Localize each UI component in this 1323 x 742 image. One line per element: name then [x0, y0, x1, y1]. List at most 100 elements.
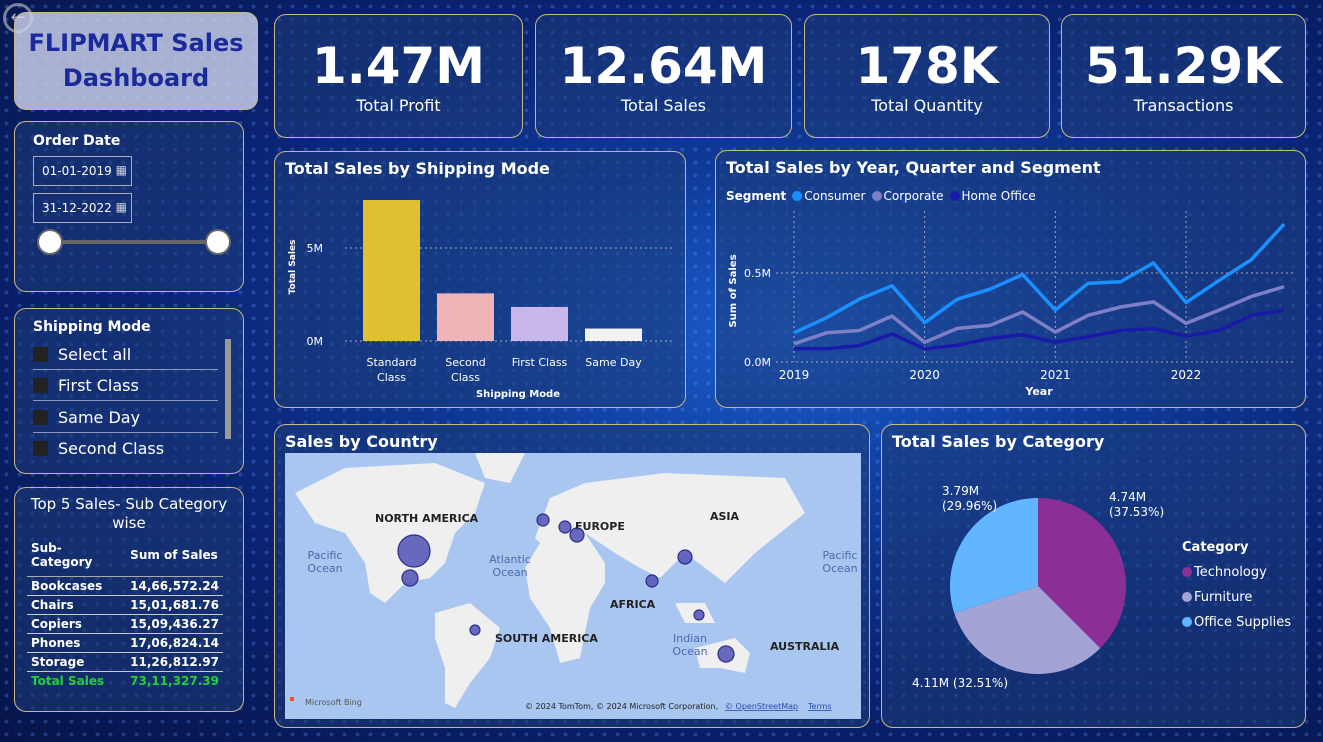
- ocean-label: Ocean: [492, 566, 527, 579]
- chart-legend: Segment Consumer Corporate Home Office: [726, 189, 1036, 203]
- legend-home-office[interactable]: Home Office: [949, 189, 1036, 203]
- x-tick-label: Class: [451, 371, 480, 384]
- option-select-all[interactable]: Select all: [33, 339, 218, 370]
- ocean-label: Atlantic: [489, 553, 531, 566]
- slider-end-handle[interactable]: [205, 229, 231, 255]
- ocean-label: Indian: [673, 632, 707, 645]
- slider-start-handle[interactable]: [37, 229, 63, 255]
- continent-label: SOUTH AMERICA: [495, 632, 598, 645]
- checkbox[interactable]: [33, 346, 48, 362]
- bar-same-day: [585, 328, 642, 341]
- pie-slice-technology[interactable]: [1038, 498, 1126, 649]
- kpi-value: 12.64M: [559, 36, 768, 95]
- legend-consumer[interactable]: Consumer: [792, 189, 866, 203]
- country-bubble[interactable]: [645, 574, 659, 588]
- country-bubble[interactable]: [693, 609, 705, 621]
- slicer-title: Shipping Mode: [33, 319, 151, 335]
- option-label: First Class: [58, 375, 139, 395]
- data-label-percent: (37.53%): [1109, 505, 1164, 519]
- table-row[interactable]: Bookcases 14,66,572.24: [27, 576, 223, 596]
- land-masses: [295, 453, 805, 708]
- x-tick-label: 2022: [1171, 368, 1202, 382]
- legend-corporate[interactable]: Corporate: [871, 189, 944, 203]
- dashboard-title: FLIPMART Sales Dashboard: [14, 12, 258, 110]
- line-corporate: [793, 285, 1285, 346]
- country-bubble[interactable]: [401, 569, 419, 587]
- total-row: Total Sales 73,11,327.39: [27, 671, 223, 690]
- country-bubble[interactable]: [536, 513, 550, 527]
- x-tick-label: 2020: [909, 368, 940, 382]
- pie-slice-office-supplies[interactable]: [950, 498, 1038, 614]
- checkbox[interactable]: [33, 377, 48, 393]
- pie-slice-furniture[interactable]: [954, 586, 1101, 674]
- calendar-icon[interactable]: ▦: [115, 200, 127, 214]
- option-second-class[interactable]: Second Class: [33, 433, 218, 464]
- subcategory-cell: Chairs: [27, 595, 127, 615]
- country-bubble[interactable]: [469, 624, 481, 636]
- start-date-input[interactable]: 01-01-2019 ▦: [33, 156, 132, 186]
- chart-title: Sales by Country: [285, 432, 438, 451]
- sales-cell: 17,06,824.14: [126, 633, 223, 653]
- total-value: 73,11,327.39: [126, 671, 223, 690]
- x-tick-label: Class: [377, 371, 406, 384]
- country-bubble[interactable]: [569, 527, 585, 543]
- data-label-value: 3.79M: [942, 484, 979, 498]
- subcategory-cell: Phones: [27, 633, 127, 653]
- table-row[interactable]: Phones 17,06,824.14: [27, 633, 223, 653]
- date-range-slider[interactable]: [50, 240, 220, 244]
- kpi-total-quantity: 178K Total Quantity: [804, 14, 1050, 138]
- continent-label: ASIA: [710, 510, 740, 523]
- x-tick-label: 2021: [1040, 368, 1071, 382]
- bar-second-class: [437, 293, 494, 341]
- sales-cell: 14,66,572.24: [126, 576, 223, 596]
- end-date-input[interactable]: 31-12-2022 ▦: [33, 193, 132, 223]
- option-label: Same Day: [58, 407, 141, 427]
- ocean-label: Pacific: [823, 549, 858, 562]
- chart-title: Total Sales by Shipping Mode: [285, 159, 550, 178]
- table-row[interactable]: Copiers 15,09,436.27: [27, 614, 223, 634]
- x-tick-label: Standard: [366, 356, 416, 369]
- legend-technology[interactable]: Technology: [1182, 565, 1291, 580]
- continent-label: AFRICA: [610, 598, 656, 611]
- table-row[interactable]: Storage 11,26,812.97: [27, 652, 223, 672]
- openstreetmap-link[interactable]: © OpenStreetMap: [725, 702, 798, 711]
- legend-furniture[interactable]: Furniture: [1182, 590, 1291, 605]
- continent-label: AUSTRALIA: [770, 640, 840, 653]
- legend-title: Segment: [726, 189, 787, 203]
- country-bubble[interactable]: [558, 520, 572, 534]
- end-date-value: 31-12-2022: [42, 201, 112, 215]
- world-map[interactable]: NORTH AMERICA EUROPE ASIA AFRICA SOUTH AMERI…: [285, 453, 861, 719]
- column-header[interactable]: Sub-Category: [27, 538, 127, 577]
- country-bubble[interactable]: [677, 549, 693, 565]
- checkbox[interactable]: [33, 409, 48, 425]
- country-bubble[interactable]: [717, 645, 735, 663]
- pie-legend: Category Technology Furniture Office Sup…: [1182, 540, 1291, 640]
- checkbox[interactable]: [33, 441, 48, 456]
- option-same-day[interactable]: Same Day: [33, 402, 218, 433]
- y-tick-label: 0.0M: [744, 356, 771, 369]
- option-label: Second Class: [58, 439, 165, 458]
- country-bubble[interactable]: [397, 534, 431, 568]
- scrollbar[interactable]: [225, 339, 231, 439]
- calendar-icon[interactable]: ▦: [115, 163, 127, 177]
- ocean-label: Ocean: [672, 645, 707, 658]
- kpi-total-profit: 1.47M Total Profit: [274, 14, 523, 138]
- start-date-value: 01-01-2019: [42, 164, 112, 178]
- line-consumer: [793, 223, 1286, 335]
- option-first-class[interactable]: First Class: [33, 370, 218, 401]
- sales-cell: 15,01,681.76: [126, 595, 223, 615]
- sales-cell: 15,09,436.27: [126, 614, 223, 634]
- x-axis-title: Year: [1024, 385, 1053, 398]
- data-label: 4.11M (32.51%): [912, 676, 1008, 690]
- chart-title: Total Sales by Year, Quarter and Segment: [726, 158, 1101, 177]
- legend-office-supplies[interactable]: Office Supplies: [1182, 615, 1291, 630]
- bar-standard-class: [363, 200, 420, 341]
- slicer-title: Order Date: [33, 133, 121, 149]
- microsoft-logo-icon: [290, 697, 294, 701]
- continent-label: EUROPE: [575, 520, 625, 533]
- terms-link[interactable]: Terms: [807, 702, 832, 711]
- column-header[interactable]: Sum of Sales: [126, 538, 223, 577]
- subcategory-cell: Bookcases: [27, 576, 127, 596]
- map-attribution: © 2024 TomTom, © 2024 Microsoft Corporat…: [525, 702, 718, 711]
- table-row[interactable]: Chairs 15,01,681.76: [27, 595, 223, 615]
